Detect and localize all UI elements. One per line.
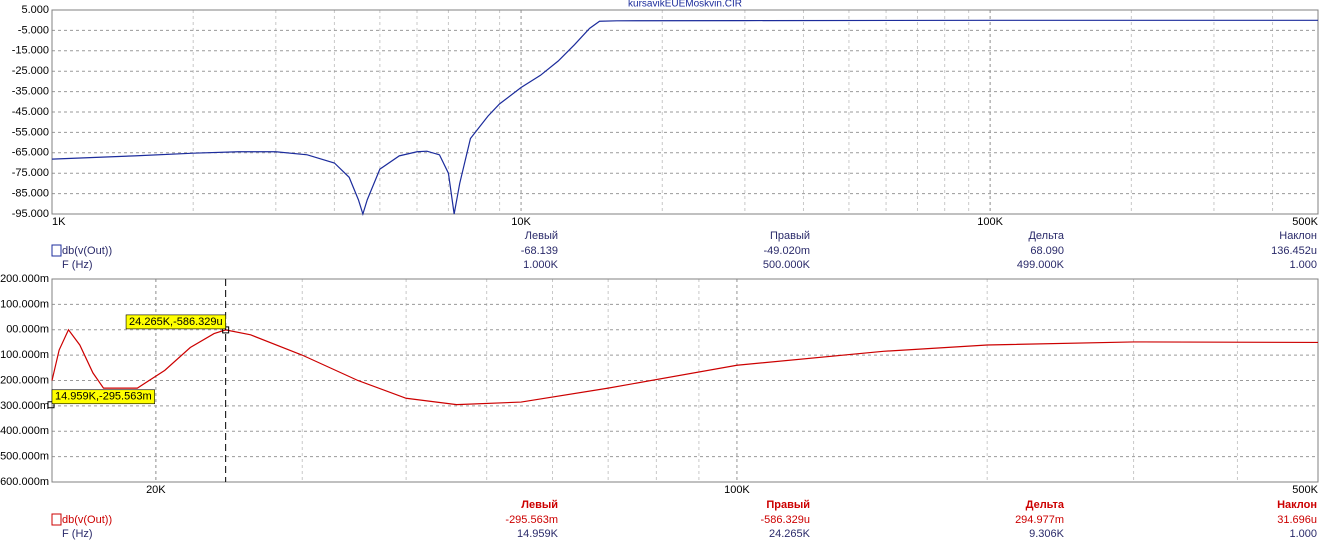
cursor-marker <box>47 401 55 409</box>
readout-value: 499.000K <box>1017 259 1065 271</box>
legend-swatch <box>51 244 62 257</box>
plot-frame <box>51 9 1319 215</box>
readout-value: 9.306K <box>1029 528 1065 540</box>
y-tick-label: -95.000 <box>12 208 49 220</box>
series-line <box>51 328 1319 406</box>
x-tick-label: 10K <box>511 216 531 228</box>
legend-label: db(v(Out)) <box>62 514 112 526</box>
y-tick-label: 00.000m <box>6 324 49 336</box>
readout-value: 500.000K <box>763 259 811 271</box>
readout-value: -68.139 <box>521 245 558 257</box>
chart-title: kursavikEUEMoskvin.CIR <box>628 0 742 10</box>
x-tick-label: 100K <box>977 216 1003 228</box>
y-tick-label: -5.000 <box>18 24 49 36</box>
y-tick-label: -500.000m <box>0 451 49 463</box>
x-tick-label: 20K <box>146 484 166 496</box>
readout-header: Правый <box>766 499 810 511</box>
readout-value: -586.329u <box>760 514 810 526</box>
legend-swatch <box>51 513 62 526</box>
cursor-label: 24.265K,-586.329u <box>129 316 223 328</box>
readout-value: 68.090 <box>1030 245 1064 257</box>
readout-value: -295.563m <box>505 514 558 526</box>
readout-value: 14.959K <box>517 528 559 540</box>
readout-header: Левый <box>521 499 558 511</box>
readout-value: 1.000K <box>523 259 559 271</box>
series-line <box>51 19 1318 217</box>
readout-value: 136.452u <box>1271 245 1317 257</box>
y-tick-label: -600.000m <box>0 476 49 488</box>
readout-value: -49.020m <box>764 245 810 257</box>
y-tick-label: -65.000 <box>12 147 49 159</box>
y-tick-label: 100.000m <box>0 298 49 310</box>
y-tick-label: -35.000 <box>12 86 49 98</box>
readout-value: 1.000 <box>1289 528 1317 540</box>
readout-x-label: F (Hz) <box>62 528 93 540</box>
cursor-label-box <box>51 389 155 405</box>
readout-header: Наклон <box>1277 499 1317 511</box>
y-tick-label: -100.000m <box>0 349 49 361</box>
y-tick-label: -200.000m <box>0 374 49 386</box>
readout-value: 31.696u <box>1277 514 1317 526</box>
y-tick-label: -55.000 <box>12 126 49 138</box>
y-tick-label: -85.000 <box>12 188 49 200</box>
y-tick-label: -75.000 <box>12 167 49 179</box>
readout-header: Левый <box>525 230 558 242</box>
cursor-label: 14.959K,-295.563m <box>55 391 152 403</box>
y-tick-label: 200.000m <box>0 273 49 285</box>
readout-value: 24.265K <box>769 528 811 540</box>
x-tick-label: 500K <box>1292 484 1318 496</box>
y-tick-label: -25.000 <box>12 65 49 77</box>
cursor-label-box <box>125 314 226 330</box>
y-tick-label: -45.000 <box>12 106 49 118</box>
readout-value: 1.000 <box>1289 259 1317 271</box>
x-tick-label: 500K <box>1292 216 1318 228</box>
y-tick-label: -15.000 <box>12 45 49 57</box>
legend-label: db(v(Out)) <box>62 245 112 257</box>
readout-x-label: F (Hz) <box>62 259 93 271</box>
readout-header: Правый <box>770 230 810 242</box>
x-tick-label: 1K <box>52 216 66 228</box>
y-tick-label: 5.000 <box>21 4 49 16</box>
x-tick-label: 100K <box>724 484 750 496</box>
y-tick-label: -400.000m <box>0 425 49 437</box>
y-tick-label: -300.000m <box>0 400 49 412</box>
readout-value: 294.977m <box>1015 514 1064 526</box>
readout-header: Наклон <box>1279 230 1317 242</box>
readout-header: Дельта <box>1028 230 1064 242</box>
readout-header: Дельта <box>1026 499 1065 511</box>
